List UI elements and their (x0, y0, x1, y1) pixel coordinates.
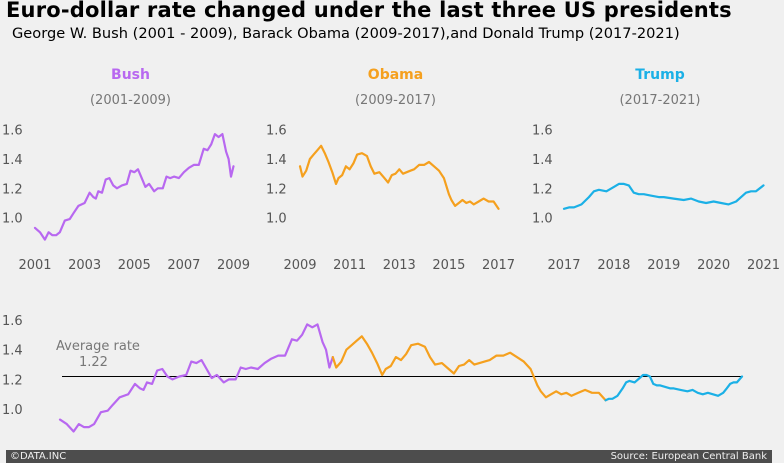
x-tick-label: 2017 (482, 258, 515, 273)
panel-subtitle: (2017-2021) (619, 93, 700, 108)
x-tick-label: 2009 (283, 258, 316, 273)
panel-bush: Bush (2001-2009) 1.0 1.2 1.4 1.6 2001 2003 2005 2… (2, 67, 250, 273)
chart-subtitle: George W. Bush (2001 - 2009), Barack Oba… (12, 25, 680, 42)
x-tick-label: 2020 (697, 258, 730, 273)
combined-line-obama (331, 335, 607, 402)
x-tick-label: 2019 (647, 258, 680, 273)
footer-credit: ©DATA.INC (10, 451, 67, 462)
panel-subtitle: (2009-2017) (355, 93, 436, 108)
x-tick-label: 2001 (18, 258, 51, 273)
x-tick-label: 2013 (383, 258, 416, 273)
x-tick-label: 2003 (68, 258, 101, 273)
average-value: 1.22 (79, 355, 108, 370)
y-tick-label: 1.4 (2, 344, 23, 359)
footer-bar: ©DATA.INC Source: European Central Bank (6, 450, 772, 463)
x-tick-label: 2007 (167, 258, 200, 273)
y-tick-label: 1.4 (532, 153, 553, 168)
x-tick-label: 2009 (217, 258, 250, 273)
y-tick-label: 1.0 (532, 212, 553, 227)
panel-title: Bush (111, 67, 150, 83)
y-tick-label: 1.6 (2, 124, 23, 139)
panel-trump: Trump (2017-2021) 1.0 1.2 1.4 1.6 2017 2018 2019… (532, 67, 780, 273)
series-line-trump (562, 182, 765, 210)
y-tick-label: 1.2 (532, 182, 553, 197)
combined-line-bush (58, 323, 334, 433)
y-tick-label: 1.2 (2, 182, 23, 197)
chart-title: Euro-dollar rate changed under the last … (6, 0, 732, 22)
y-tick-label: 1.0 (266, 212, 287, 227)
average-label: Average rate (56, 339, 140, 354)
panel-title: Obama (368, 67, 423, 83)
y-tick-label: 1.2 (266, 182, 287, 197)
y-tick-label: 1.6 (266, 124, 287, 139)
y-tick-label: 1.4 (266, 153, 287, 168)
panel-obama: Obama (2009-2017) 1.0 1.2 1.4 1.6 2009 2011 2013… (266, 67, 515, 273)
x-tick-label: 2015 (432, 258, 465, 273)
y-tick-label: 1.0 (2, 403, 23, 418)
x-tick-label: 2011 (333, 258, 366, 273)
series-line-obama (298, 144, 500, 210)
y-tick-label: 1.6 (532, 124, 553, 139)
footer-source: Source: European Central Bank (610, 451, 767, 462)
x-tick-label: 2018 (597, 258, 630, 273)
y-tick-label: 1.6 (2, 314, 23, 329)
y-tick-label: 1.0 (2, 212, 23, 227)
panel-subtitle: (2001-2009) (90, 93, 171, 108)
y-tick-label: 1.2 (2, 373, 23, 388)
x-tick-label: 2005 (118, 258, 151, 273)
x-tick-label: 2021 (747, 258, 780, 273)
y-tick-label: 1.4 (2, 153, 23, 168)
series-line-bush (33, 133, 235, 241)
x-tick-label: 2017 (547, 258, 580, 273)
panel-title: Trump (635, 67, 685, 83)
combined-line-trump (604, 373, 744, 402)
